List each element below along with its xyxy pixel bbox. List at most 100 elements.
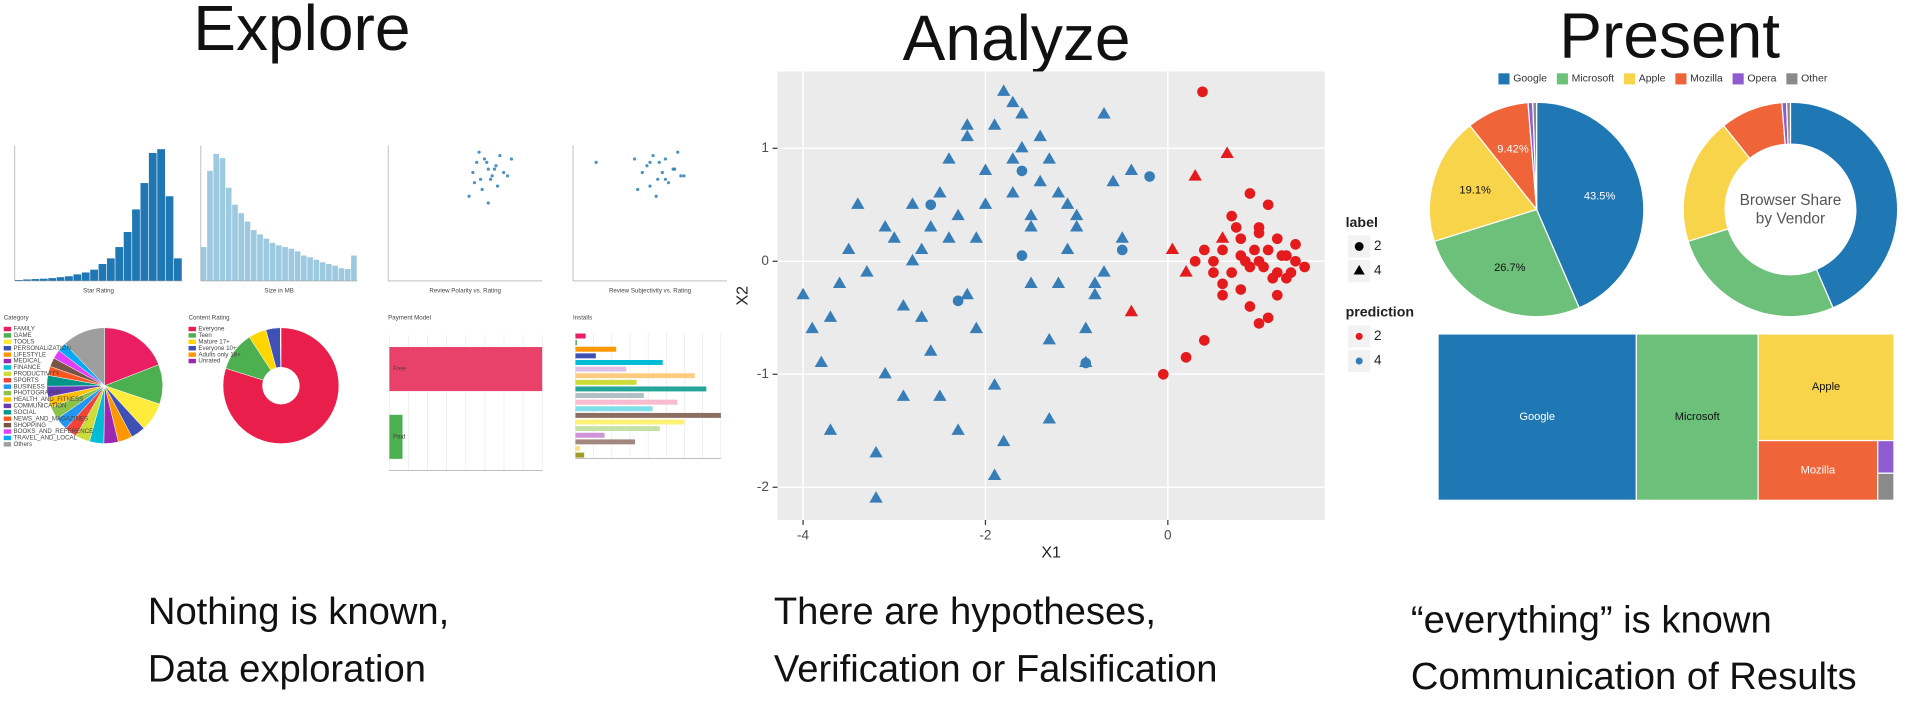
scatter-point: [475, 160, 479, 164]
scatter-point: [960, 118, 974, 130]
bar: [575, 432, 605, 438]
legend-label: 4: [1374, 263, 1382, 278]
scatter-point: [1024, 219, 1038, 232]
scatter-point: [1179, 265, 1193, 277]
legend-label: Everyone: [198, 326, 225, 333]
bar: [575, 439, 636, 445]
scatter-point: [860, 265, 874, 277]
scatter-point: [1033, 129, 1047, 142]
legend-swatch: [1498, 73, 1510, 85]
legend-swatch: [3, 339, 12, 345]
scatter-point: [1088, 276, 1102, 288]
histogram-bar: [257, 234, 263, 281]
x-axis-label: Size in MB: [264, 287, 293, 294]
histogram-bar: [56, 277, 65, 281]
legend-title: label: [1346, 215, 1378, 231]
legend-label: SPORTS: [14, 377, 39, 384]
legend-label: Mozilla: [1690, 74, 1723, 85]
legend-swatch: [188, 339, 196, 345]
scatter-point: [1290, 239, 1301, 250]
scatter-point: [1220, 146, 1234, 159]
scatter-point: [1217, 244, 1228, 256]
scatter-point: [960, 129, 974, 142]
scatter-point: [1299, 261, 1310, 273]
legend-swatch: [3, 352, 12, 357]
histogram-bar: [14, 280, 23, 281]
pie-slice: [1687, 228, 1834, 318]
scatter-point: [492, 167, 497, 171]
scatter-point: [1253, 318, 1265, 329]
scatter-point: [905, 197, 920, 209]
scatter-point: [1106, 174, 1120, 187]
scatter-point: [1271, 233, 1283, 245]
histogram-bar: [344, 269, 351, 281]
legend-swatch: [1732, 73, 1744, 85]
scatter-point: [1249, 244, 1260, 256]
histogram-bar: [338, 268, 345, 281]
scatter-point: [679, 174, 683, 178]
legend-label: Unrated: [198, 358, 220, 365]
treemap-label: Microsoft: [1675, 411, 1720, 423]
scatter-point: [657, 160, 661, 164]
scatter-point: [1215, 231, 1230, 243]
legend-swatch: [1556, 73, 1568, 85]
scatter-point: [1069, 208, 1084, 221]
chart-title: Installs: [573, 315, 592, 322]
legend-swatch: [188, 352, 196, 357]
histogram-bar: [81, 272, 90, 281]
bar: [575, 386, 707, 392]
scatter-point: [997, 434, 1011, 447]
scatter-point: [814, 355, 828, 368]
x-axis-label: Star Rating: [83, 287, 114, 294]
legend-label: Other: [1801, 74, 1828, 85]
scatter-point: [1024, 276, 1038, 288]
bar: [575, 419, 685, 425]
legend-label: FINANCE: [14, 364, 41, 371]
scatter-point: [1208, 267, 1219, 278]
histogram-bar: [313, 259, 320, 281]
y-axis-label: X2: [734, 286, 751, 306]
bar: [575, 359, 663, 365]
scatter-point: [636, 187, 640, 192]
scatter-point: [490, 174, 494, 178]
scatter-point: [1079, 321, 1093, 334]
scatter-point: [896, 299, 911, 311]
caption: “everything” is known: [1411, 598, 1772, 641]
x-axis-label: Review Subjectivity vs. Rating: [609, 287, 692, 294]
treemap-cell: [1877, 472, 1895, 501]
histogram-bar: [250, 230, 257, 281]
legend-swatch: [3, 416, 12, 421]
scatter-point: [1244, 188, 1256, 199]
bar: [575, 399, 678, 405]
scatter-point: [969, 231, 983, 243]
heading: Explore: [193, 0, 410, 64]
legend-label: LIFESTYLE: [14, 351, 47, 358]
scatter-point: [869, 491, 883, 503]
scatter-point: [1189, 255, 1201, 267]
histogram-bar: [98, 264, 107, 281]
legend-label: MEDICAL: [14, 358, 42, 365]
scatter-point: [952, 295, 964, 307]
value-label: 26.7%: [1494, 262, 1526, 274]
scatter-point: [1267, 272, 1279, 284]
scatter-point: [1262, 312, 1274, 324]
legend-swatch: [3, 422, 12, 428]
histogram-bar: [275, 245, 282, 281]
legend-swatch: [3, 333, 12, 338]
scatter-point: [987, 468, 1002, 481]
legend-label: Opera: [1747, 74, 1776, 85]
legend-swatch: [3, 384, 12, 389]
scatter-point: [1024, 208, 1038, 221]
histogram-bar: [48, 278, 57, 281]
pie-slice: [104, 327, 160, 387]
scatter-point: [482, 157, 487, 161]
scatter-point: [673, 167, 677, 171]
scatter-point: [842, 242, 856, 255]
scatter-point: [1042, 412, 1056, 424]
scatter-point: [1016, 250, 1028, 261]
scatter-point: [480, 187, 484, 192]
treemap-cell: [1437, 333, 1637, 501]
scatter-point: [486, 201, 490, 205]
value-label: 9.42%: [1497, 144, 1529, 156]
scatter-point: [869, 445, 883, 458]
